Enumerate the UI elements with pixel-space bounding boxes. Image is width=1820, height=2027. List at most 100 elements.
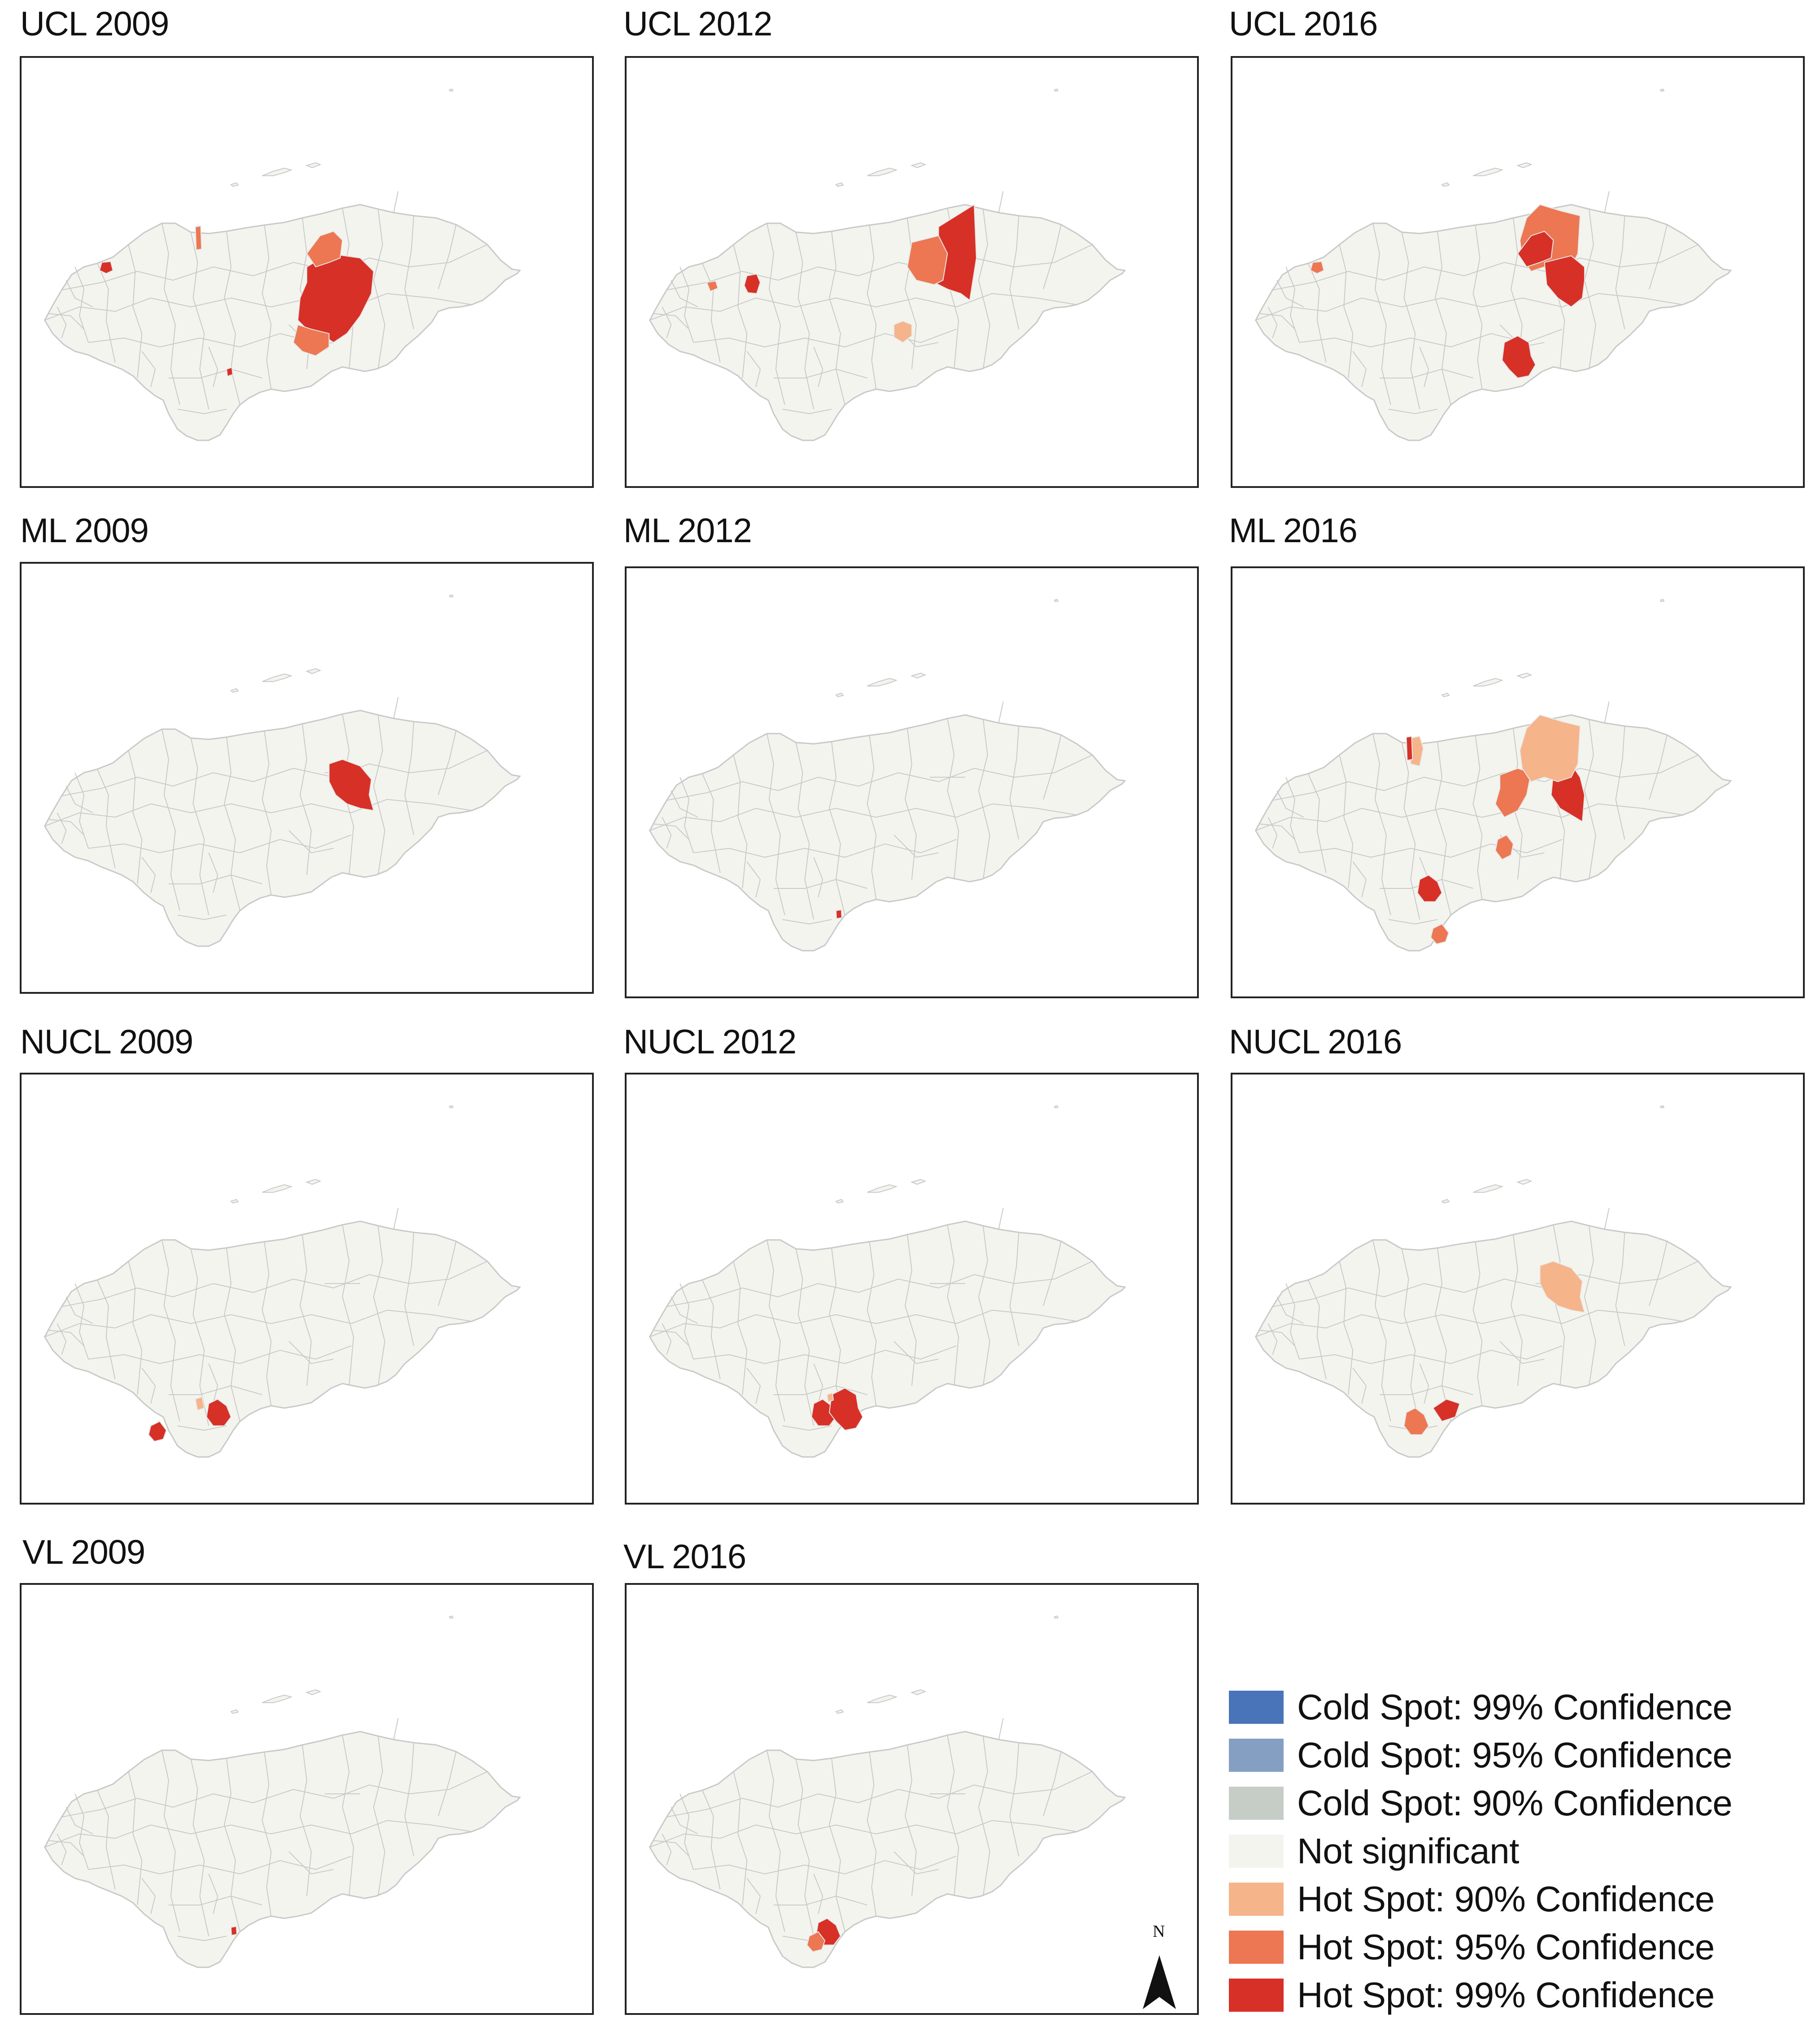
island [230,688,239,693]
legend-label: Cold Spot: 95% Confidence [1297,1735,1733,1775]
panel-title-nucl-2012: NUCL 2012 [623,1023,797,1061]
island [835,182,844,187]
municipal-boundary [733,1261,748,1395]
municipal-boundary [168,1896,262,1906]
municipal-boundary [653,1330,689,1346]
hotspot-region [206,1398,232,1427]
island [1441,1199,1450,1204]
island [910,672,927,679]
island [448,594,454,598]
municipal-boundary [128,244,143,378]
hotspot-region [1495,768,1532,818]
island [1516,1179,1533,1185]
municipal-boundary [1379,1385,1473,1396]
municipal-boundary [866,225,877,389]
municipal-boundary [224,1758,240,1932]
municipal-boundary [1272,1261,1698,1307]
municipal-boundary [653,823,689,840]
north-arrow: N [1135,1922,1184,2011]
municipal-boundary [1009,726,1019,840]
municipal-boundary [782,1425,832,1431]
island [1473,1184,1504,1193]
municipal-boundary [653,313,689,330]
municipal-boundary [57,812,67,844]
municipal-boundary [893,1851,939,1875]
municipal-boundary [393,697,399,719]
municipal-boundary [1339,755,1354,889]
municipal-boundary [671,1807,698,1835]
municipal-boundary [1276,1296,1304,1324]
island [835,1709,844,1714]
island [305,668,322,674]
municipal-boundary [1435,1248,1451,1422]
municipal-boundary [1615,1232,1625,1346]
municipal-boundary [1285,1283,1300,1359]
municipal-boundary [1615,726,1625,840]
municipal-boundary [373,1736,385,1897]
municipal-boundary [813,1874,823,1914]
municipal-boundary [649,1820,1077,1848]
panel-title-ucl-2009: UCL 2009 [20,5,169,43]
hotspot-region [1432,1398,1461,1422]
municipal-boundary [1299,839,1563,858]
island [835,1199,844,1204]
island [910,1689,927,1696]
municipal-boundary [88,1345,352,1364]
municipal-boundary [782,409,832,414]
municipal-boundary [168,1385,262,1396]
municipal-boundary [947,1225,959,1386]
hotspot-region [1519,714,1581,783]
honduras-map [44,1615,521,1968]
municipal-boundary [1604,191,1610,213]
municipal-boundary [1043,735,1062,800]
municipal-boundary [671,1296,698,1324]
municipal-boundary [97,1279,116,1379]
municipal-boundary [208,853,218,893]
honduras-map [649,1615,1126,1968]
panel-title-nucl-2016: NUCL 2016 [1229,1023,1402,1061]
municipal-boundary [261,225,272,389]
municipal-boundary [1308,1279,1327,1379]
legend-swatch [1229,1787,1284,1820]
hotspot-region [827,1392,834,1403]
municipal-boundary [208,1363,218,1404]
panel-title-vl-2016: VL 2016 [623,1538,746,1576]
municipal-boundary [679,1283,694,1359]
municipal-boundary [261,1241,272,1406]
municipal-boundary [161,1750,180,1932]
legend-item: Hot Spot: 99% Confidence [1229,1975,1715,2015]
country-outline [1254,204,1732,441]
map-panel-vl-2016 [625,1583,1199,2015]
island [867,1694,898,1703]
municipal-boundary [1255,293,1683,321]
map-panel-ucl-2012 [625,56,1199,488]
municipal-boundary [1267,817,1278,849]
map-panel-ml-2009 [20,562,594,994]
municipal-boundary [44,1820,472,1848]
municipal-boundary [393,1718,399,1740]
municipal-boundary [74,1283,89,1359]
island [835,692,844,697]
municipal-boundary [161,729,180,911]
municipal-boundary [1267,306,1278,339]
legend-swatch [1229,1739,1284,1772]
municipal-boundary [1352,861,1367,898]
municipal-boundary [88,835,352,853]
municipal-boundary [300,723,312,875]
legend-label: Hot Spot: 95% Confidence [1297,1927,1715,1967]
honduras-map [44,1105,521,1458]
municipal-boundary [766,223,785,405]
municipal-boundary [48,1840,84,1857]
map-panel-nucl-2009 [20,1073,594,1505]
municipal-boundary [1649,224,1668,289]
municipal-boundary [866,735,877,900]
island [1516,672,1533,679]
municipal-boundary [65,1296,93,1324]
legend-item: Hot Spot: 90% Confidence [1229,1879,1715,1919]
municipal-boundary [65,280,93,308]
municipal-boundary [733,755,748,889]
panel-title-ucl-2012: UCL 2012 [623,5,772,43]
legend-swatch [1229,1931,1284,1964]
municipal-boundary [666,1261,1093,1307]
municipal-boundary [61,1771,488,1818]
